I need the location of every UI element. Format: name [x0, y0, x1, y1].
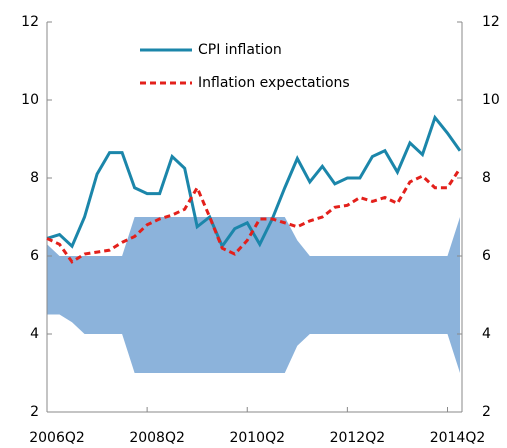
x-tick-label: 2008Q2: [129, 430, 185, 446]
legend-label: CPI inflation: [198, 42, 282, 58]
x-tick-label: 2012Q2: [330, 430, 386, 446]
y2-tick-label: 2: [482, 404, 491, 420]
series-line: [46, 114, 462, 250]
y2-tick-label: 10: [482, 92, 500, 108]
y-tick-label: 12: [21, 14, 39, 30]
y-tick-label: 6: [30, 248, 39, 264]
x-tick-label: 2006Q2: [29, 430, 85, 446]
legend-label: Inflation expectations: [198, 75, 350, 91]
y-tick-label: 4: [30, 326, 39, 342]
y2-tick-label: 4: [482, 326, 491, 342]
y2-tick-label: 12: [482, 14, 500, 30]
y2-tick-label: 8: [482, 170, 491, 186]
x-tick-label: 2014Q2: [430, 430, 486, 446]
y2-tick-label: 6: [482, 248, 491, 264]
y-tick-label: 2: [30, 404, 39, 420]
x-tick-label: 2010Q2: [229, 430, 285, 446]
series-line: [46, 167, 462, 264]
y-tick-label: 8: [30, 170, 39, 186]
y-tick-label: 10: [21, 92, 39, 108]
range-band: [47, 217, 460, 373]
